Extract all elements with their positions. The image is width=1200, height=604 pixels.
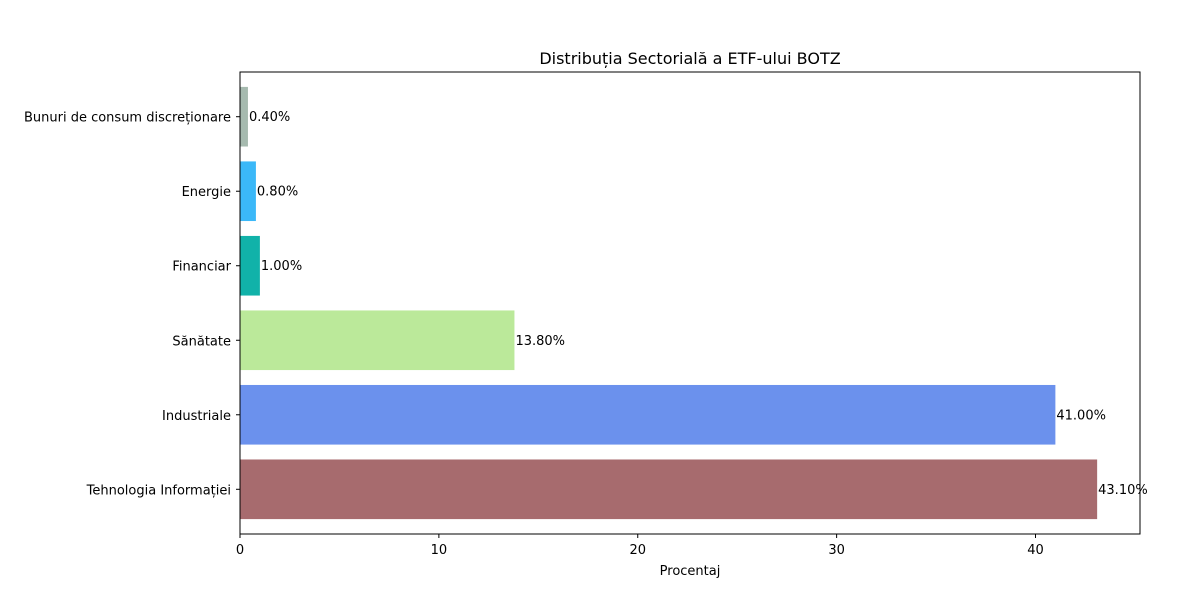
y-tick-label: Industriale <box>162 409 231 424</box>
bar-value-label: 13.80% <box>515 334 565 349</box>
y-tick-label: Sănătate <box>172 334 231 349</box>
bars-layer: 43.10% 41.00% 13.80% 1.00% 0.80% 0.40% <box>240 86 1148 520</box>
bar <box>240 459 1098 520</box>
x-tick-label: 0 <box>236 543 244 558</box>
x-tick-label: 40 <box>1027 543 1044 558</box>
bar <box>240 384 1056 445</box>
axes-layer: 0 10 20 30 40 Tehnologia Informației Industria… <box>24 71 1141 558</box>
y-tick-label: Tehnologia Informației <box>86 483 231 498</box>
x-tick-label: 30 <box>828 543 845 558</box>
bar <box>240 310 515 371</box>
bar-value-label: 0.80% <box>257 185 298 200</box>
y-tick-label: Bunuri de consum discreționare <box>24 111 231 126</box>
x-tick-label: 20 <box>629 543 646 558</box>
x-tick-label: 10 <box>431 543 448 558</box>
plot-frame <box>239 71 1141 535</box>
bar <box>240 235 260 296</box>
bar-value-label: 41.00% <box>1056 408 1106 423</box>
bar <box>240 161 256 222</box>
bar-value-label: 1.00% <box>261 259 302 274</box>
bar-value-label: 43.10% <box>1098 483 1148 498</box>
y-tick-label: Financiar <box>172 260 231 275</box>
x-axis-label: Procentaj <box>660 564 721 579</box>
bar <box>240 86 248 147</box>
chart-title: Distribuția Sectorială a ETF-ului BOTZ <box>539 49 840 68</box>
y-tick-label: Energie <box>182 185 231 200</box>
bar-value-label: 0.40% <box>249 110 290 125</box>
